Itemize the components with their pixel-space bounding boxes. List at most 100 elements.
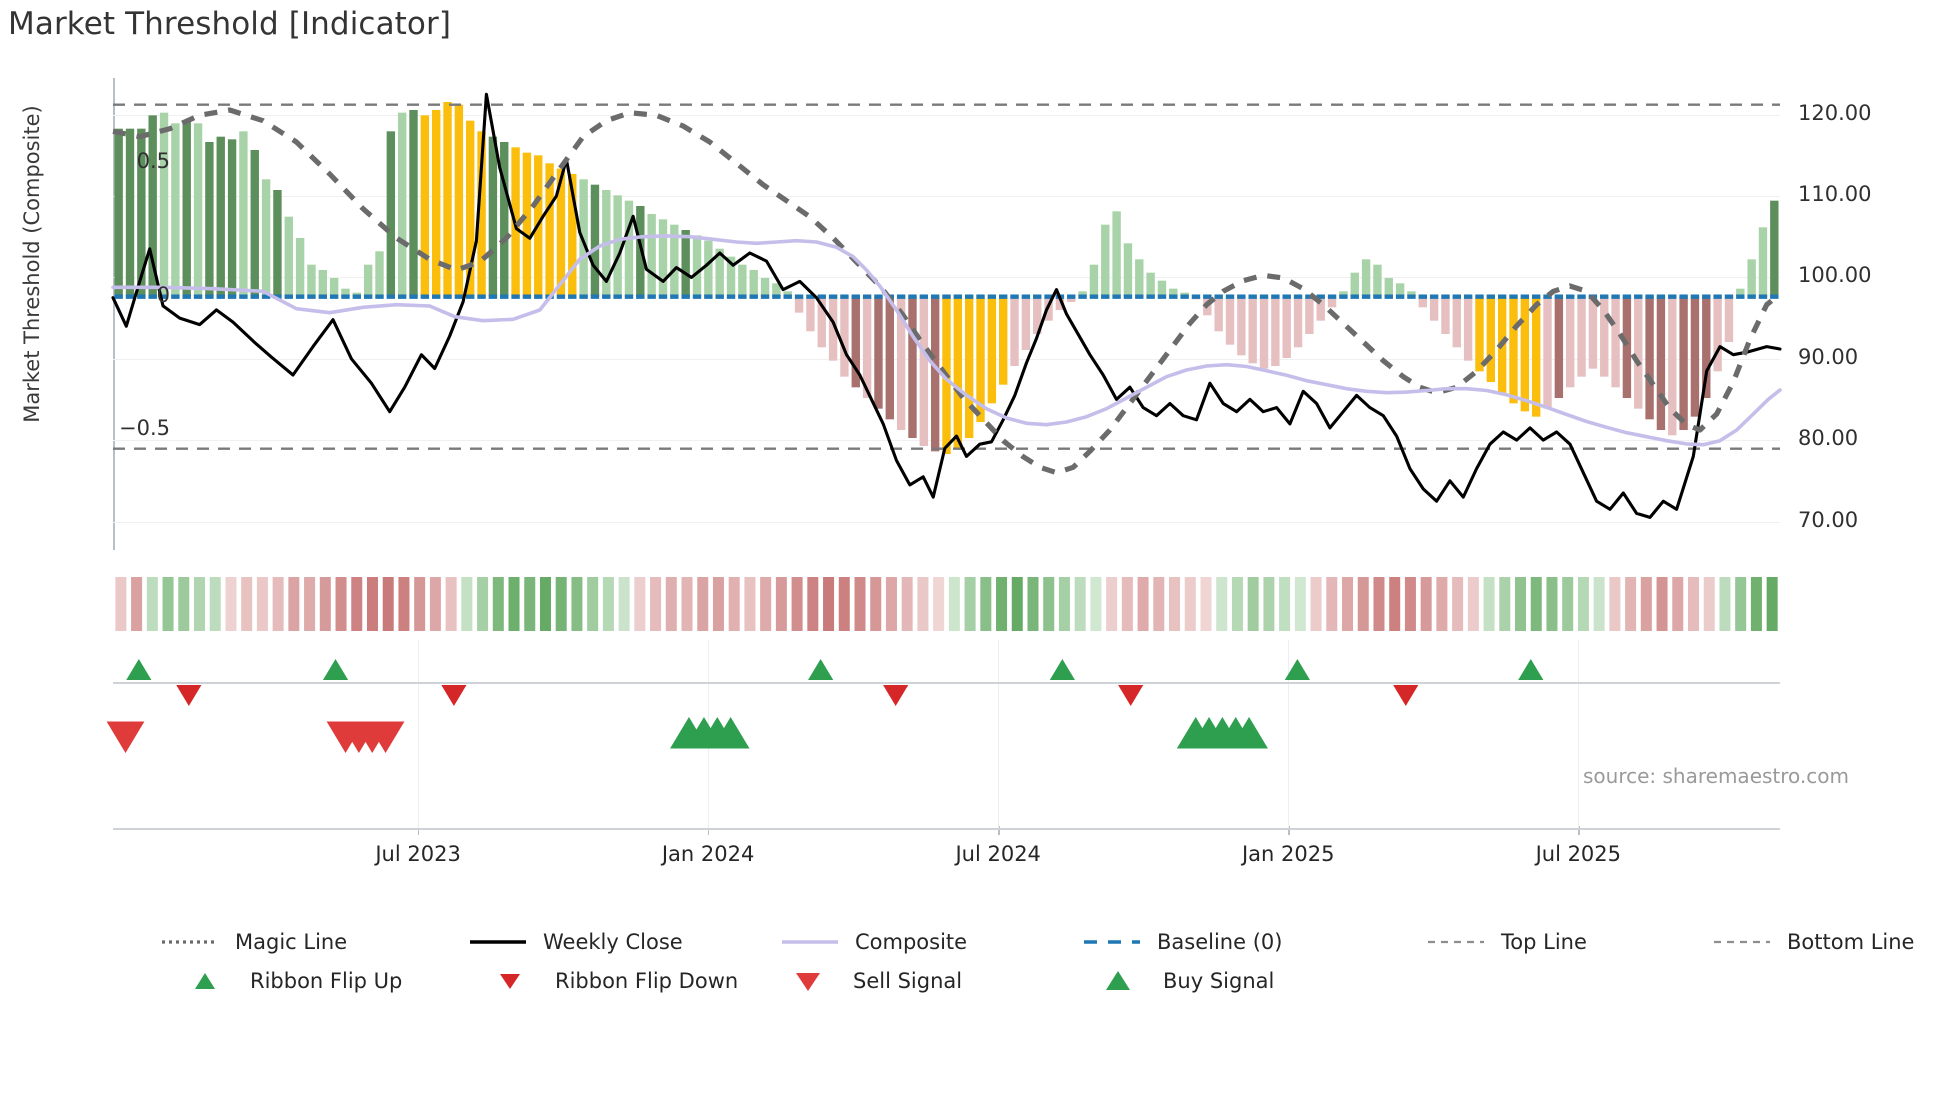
- composite-bar: [828, 296, 838, 361]
- legend-entry[interactable]: Bottom Line: [1712, 925, 1914, 959]
- ribbon-cell: [870, 577, 882, 631]
- ribbon-cell: [1452, 577, 1464, 631]
- composite-bar: [670, 224, 679, 297]
- composite-bar: [1089, 264, 1099, 297]
- baseline-segment: [1316, 294, 1325, 299]
- baseline-segment: [1248, 294, 1257, 299]
- ribbon-cell: [225, 577, 237, 631]
- baseline-segment: [817, 294, 826, 299]
- baseline-segment: [1033, 294, 1042, 299]
- baseline-segment: [1089, 294, 1099, 299]
- composite-bar: [738, 264, 747, 297]
- legend-entry[interactable]: Ribbon Flip Down: [480, 964, 738, 998]
- baseline-segment: [999, 294, 1008, 299]
- baseline-segment: [806, 294, 815, 299]
- ribbon-flip-up-marker: [126, 659, 152, 680]
- baseline-segment: [307, 294, 316, 299]
- composite-bar: [1736, 288, 1745, 297]
- baseline-segment: [363, 294, 373, 299]
- composite-bar: [284, 216, 293, 297]
- baseline-segment: [1475, 294, 1484, 299]
- baseline-segment: [568, 294, 577, 299]
- baseline-segment: [636, 294, 645, 299]
- legend-entry[interactable]: Weekly Close: [468, 925, 683, 959]
- ribbon-cell: [256, 577, 268, 631]
- legend-entry[interactable]: Buy Signal: [1088, 964, 1274, 998]
- legend-entry[interactable]: Ribbon Flip Up: [175, 964, 402, 998]
- x-guide: [998, 640, 1000, 828]
- composite-bar: [216, 136, 225, 297]
- dashed-blue-icon: [1082, 931, 1144, 953]
- ribbon-cell: [1436, 577, 1448, 631]
- composite-bar: [1316, 296, 1325, 321]
- baseline-segment: [987, 294, 997, 299]
- baseline-segment: [828, 294, 838, 299]
- composite-bar: [1429, 296, 1439, 321]
- baseline-segment: [749, 294, 758, 299]
- ribbon-cell: [539, 577, 551, 631]
- legend-entry[interactable]: Magic Line: [160, 925, 347, 959]
- ribbon-cell: [508, 577, 520, 631]
- ribbon-flip-down-marker: [1118, 685, 1144, 706]
- composite-bar: [726, 256, 736, 297]
- baseline-segment: [1724, 294, 1734, 299]
- legend-label: Bottom Line: [1787, 930, 1915, 954]
- legend-entry[interactable]: Sell Signal: [778, 964, 962, 998]
- composite-bar: [125, 128, 135, 297]
- composite-bar: [1702, 296, 1711, 398]
- baseline-segment: [726, 294, 736, 299]
- legend-entry[interactable]: Composite: [780, 925, 967, 959]
- composite-bar: [171, 123, 180, 297]
- composite-bar: [1361, 259, 1371, 297]
- ribbon-cell: [1090, 577, 1102, 631]
- baseline-segment: [114, 294, 123, 299]
- baseline-segment: [874, 294, 883, 299]
- composite-bar: [261, 179, 271, 297]
- ribbon-cell: [1310, 577, 1322, 631]
- composite-bar: [341, 288, 350, 297]
- ribbon-cell: [1153, 577, 1165, 631]
- baseline-segment: [1758, 294, 1768, 299]
- baseline-segment: [670, 294, 679, 299]
- x-tick-label: Jul 2024: [955, 842, 1041, 866]
- baseline-segment: [1441, 294, 1450, 299]
- marker-row-divider: [113, 682, 1780, 684]
- ribbon-cell: [712, 577, 724, 631]
- baseline-segment: [692, 294, 702, 299]
- ribbon-cell: [445, 577, 457, 631]
- ribbon-cell: [1216, 577, 1228, 631]
- baseline-segment: [704, 294, 713, 299]
- ribbon-cell: [650, 577, 662, 631]
- ribbon-cell: [728, 577, 740, 631]
- legend-entry[interactable]: Top Line: [1426, 925, 1587, 959]
- composite-bar: [420, 115, 430, 297]
- ribbon-cell: [1703, 577, 1715, 631]
- composite-bar: [1146, 272, 1155, 297]
- composite-bar: [386, 131, 396, 297]
- ribbon-cell: [1294, 577, 1306, 631]
- ribbon-cell: [854, 577, 866, 631]
- composite-bar: [1724, 296, 1734, 342]
- composite-bar: [1282, 296, 1291, 358]
- composite-bar: [1486, 296, 1496, 382]
- composite-bar: [1123, 243, 1133, 297]
- baseline-segment: [1509, 294, 1518, 299]
- ribbon-flip-down-marker: [441, 685, 467, 706]
- ribbon-flip-down-marker: [883, 685, 909, 706]
- ribbon-cell: [1546, 577, 1558, 631]
- composite-bar: [1770, 200, 1779, 297]
- baseline-segment: [1497, 294, 1507, 299]
- baseline-segment: [1203, 294, 1212, 299]
- composite-bar: [1600, 296, 1609, 377]
- triangle-up-green-small-icon: [175, 970, 237, 992]
- ribbon-cell: [1326, 577, 1338, 631]
- ribbon-cell: [414, 577, 426, 631]
- ribbon-cell: [1672, 577, 1684, 631]
- composite-bar: [432, 110, 441, 297]
- composite-bar: [783, 291, 792, 297]
- legend-entry[interactable]: Baseline (0): [1082, 925, 1282, 959]
- ribbon-cell: [304, 577, 316, 631]
- dashed-gray-icon: [1426, 931, 1488, 953]
- ribbon-cell: [901, 577, 913, 631]
- baseline-segment: [284, 294, 293, 299]
